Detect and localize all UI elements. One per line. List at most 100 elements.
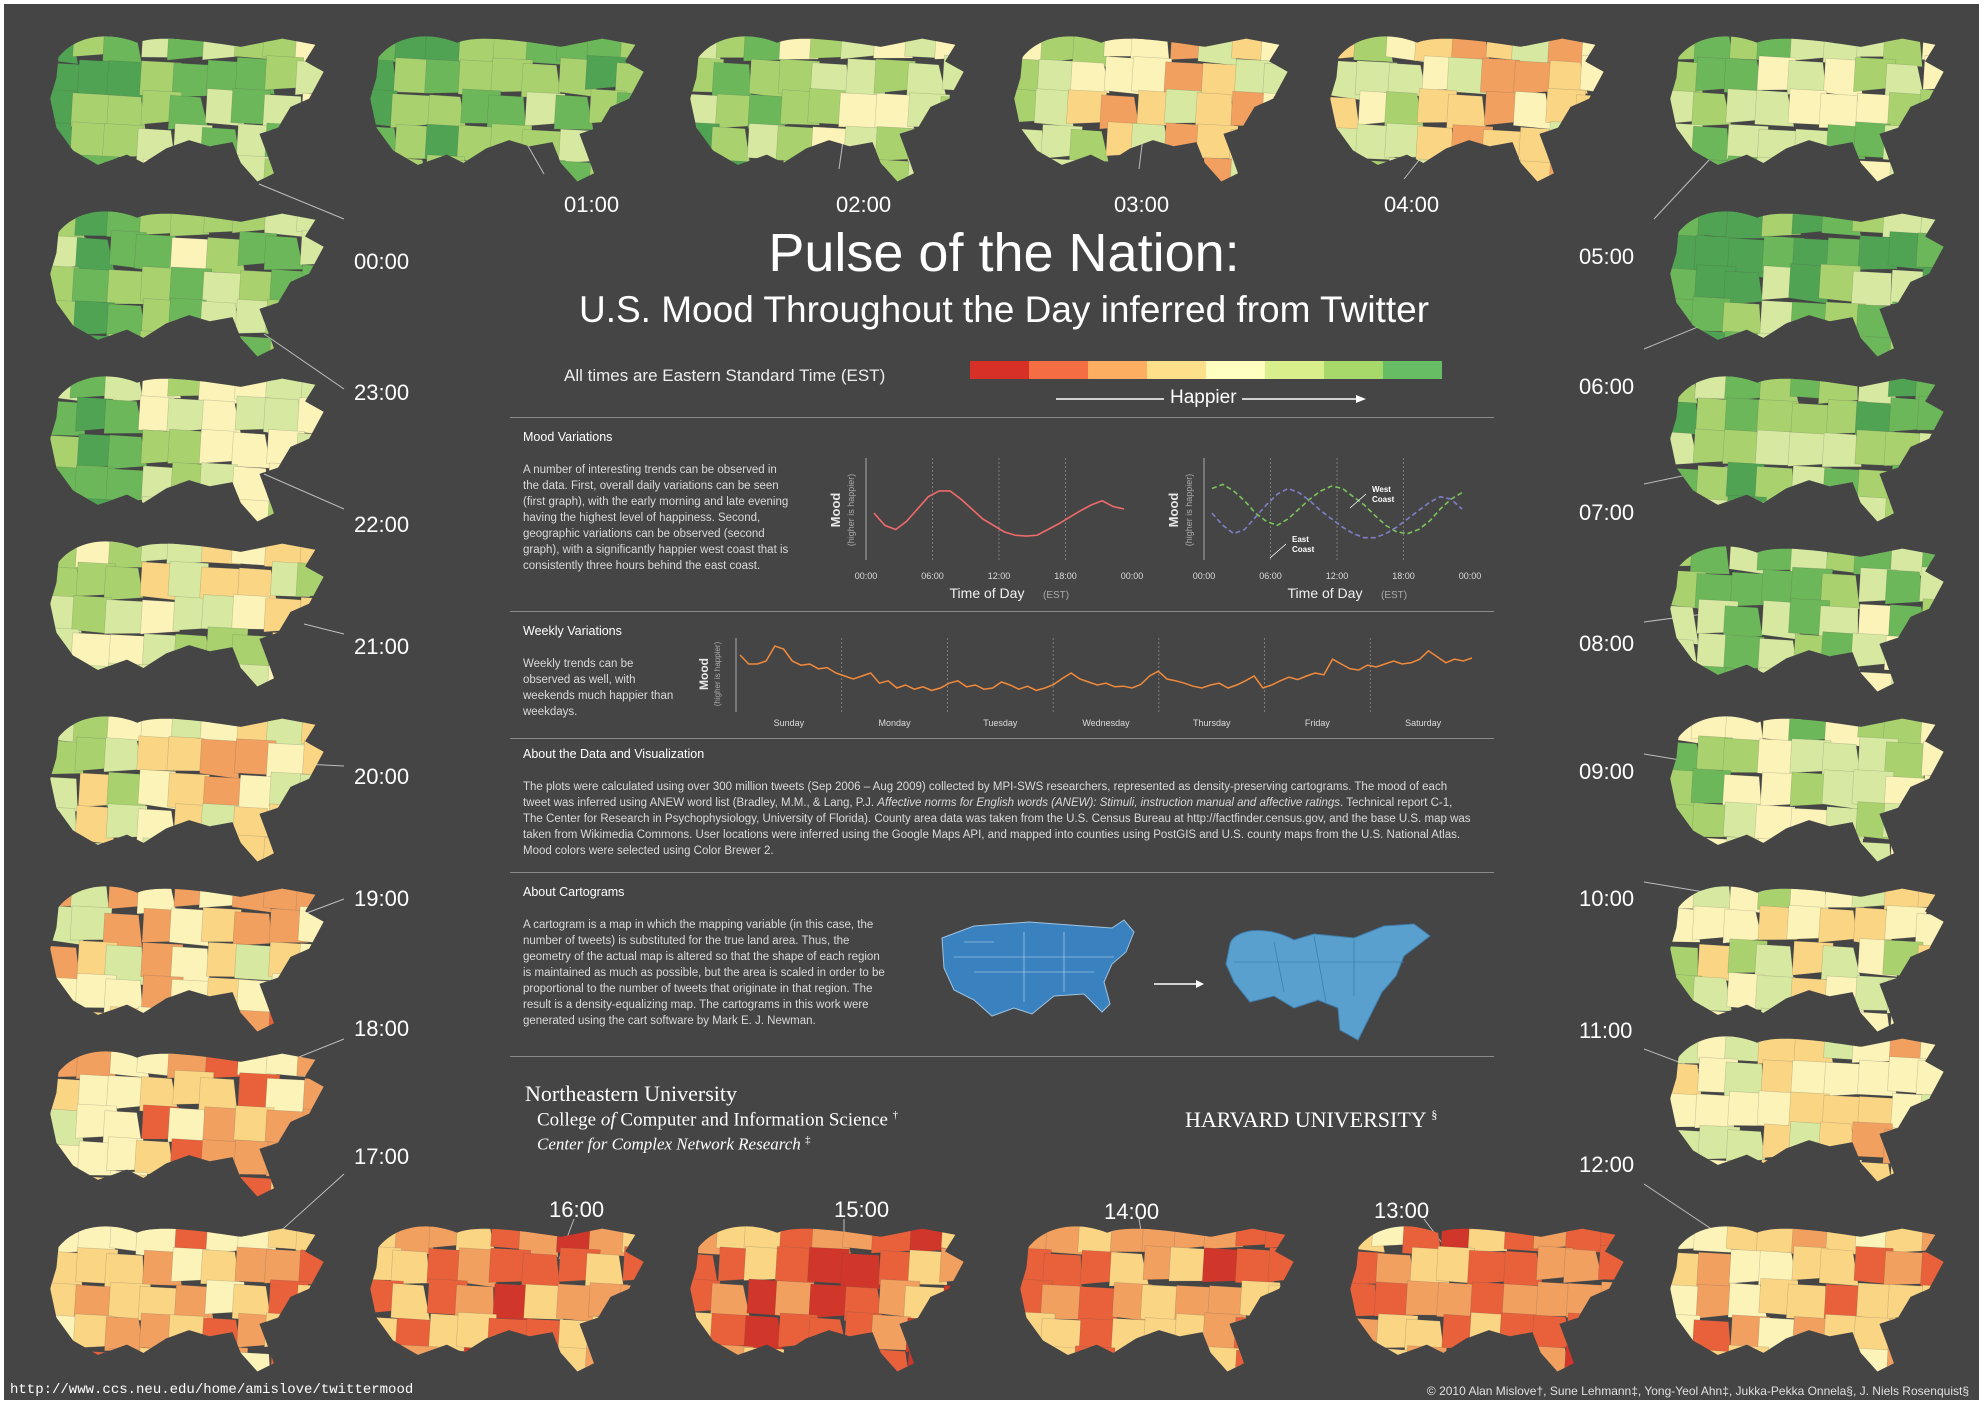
cartogram-map [44,704,334,874]
series-label: Coast [1372,495,1395,504]
weekly-variations-text: Weekly trends can be observed as well, w… [523,658,674,718]
scale-swatch [1383,361,1442,379]
map-time-label: 00:00 [354,249,410,274]
chart-category-label: Saturday [1405,718,1442,728]
footer-url[interactable]: http://www.ccs.neu.edu/home/amislove/twi… [10,1382,414,1398]
scale-swatch [1265,361,1324,379]
weekly-mood-chart: Mood (higher is happier) Sunday Monday Tuesd… [697,638,1473,728]
chart-ylabel: Mood [1166,493,1181,528]
chart-category-label: Friday [1305,718,1331,728]
cartogram-map [1664,24,1954,194]
chart-series-line [873,490,1125,537]
divider [510,1056,1494,1057]
happier-label: Happier [1170,387,1237,408]
cartogram-map [44,874,334,1044]
map-time-label: 05:00 [1579,244,1635,269]
mood-variations-heading: Mood Variations [523,430,613,444]
coast-mood-chart: Mood (higher is happier) 00:00 06:00 12:00 18… [1166,458,1482,601]
neu-college: College of Computer and Information Scie… [537,1109,899,1131]
scale-swatch [1147,361,1206,379]
chart-xlabel-unit: (EST) [1381,590,1407,601]
map-time-label: 03:00 [1114,192,1170,217]
chart-ylabel-sub: (higher is happier) [846,474,856,547]
about-data-heading: About the Data and Visualization [523,747,705,761]
weekly-variations-heading: Weekly Variations [523,624,622,638]
cartogram-map [44,364,334,534]
footer-copyright: © 2010 Alan Mislove†, Sune Lehmann‡, Yon… [1426,1384,1969,1398]
map-time-label: 15:00 [834,1197,890,1222]
chart-category-label: Tuesday [983,718,1018,728]
chart-xlabel-unit: (EST) [1043,590,1069,601]
scale-swatch [1206,361,1265,379]
chart-series-line [1211,483,1463,535]
chart-tick-label: 00:00 [1121,571,1144,581]
chart-category-label: Monday [879,718,912,728]
cartogram-map [1664,199,1954,369]
scale-swatch [1029,361,1088,379]
about-cartograms-text: A cartogram is a map in which the mappin… [523,919,885,1027]
map-time-label: 06:00 [1579,374,1635,399]
neu-center: Center for Complex Network Research ‡ [537,1134,811,1154]
mood-variations-text: A number of interesting trends can be ob… [523,464,789,572]
chart-ylabel: Mood [828,493,843,528]
cartogram-map [1664,874,1954,1044]
map-time-label: 19:00 [354,886,410,911]
time-zone-note: All times are Eastern Standard Time (EST… [564,366,886,385]
cartogram-map [44,199,334,369]
chart-xlabel: Time of Day [1288,585,1363,601]
scale-swatch [970,361,1029,379]
divider [510,738,1494,739]
series-label: West [1372,485,1391,494]
cartogram-map [1014,1214,1304,1384]
map-time-label: 12:00 [1579,1152,1635,1177]
map-time-label: 07:00 [1579,500,1635,525]
chart-ylabel-sub: (higher is happier) [1184,474,1194,547]
map-time-label: 17:00 [354,1144,410,1169]
chart-tick-label: 18:00 [1054,571,1077,581]
chart-ylabel-sub: (higher is happier) [713,641,722,706]
cartogram-map [1664,364,1954,534]
divider [510,417,1494,418]
daily-mood-chart: Mood (higher is happier) 00:00 06:00 12:00 18… [828,458,1144,601]
map-time-label: 10:00 [1579,886,1635,911]
about-cartograms-heading: About Cartograms [523,885,625,899]
map-time-label: 20:00 [354,764,410,789]
chart-ylabel: Mood [697,658,711,690]
cartogram-map [1664,1024,1954,1194]
chart-tick-label: 00:00 [1193,571,1216,581]
about-data-text: The plots were calculated using over 300… [523,781,1471,857]
cartogram-map [1008,24,1298,194]
chart-tick-label: 00:00 [1459,571,1482,581]
cartogram-map [364,1214,654,1384]
map-time-label: 08:00 [1579,631,1635,656]
cartogram-map [44,529,334,699]
map-time-label: 13:00 [1374,1198,1430,1223]
happier-arrow-icon [1056,395,1366,403]
us-map-icon [941,919,1135,1017]
chart-tick-label: 06:00 [921,571,944,581]
poster-subtitle: U.S. Mood Throughout the Day inferred fr… [578,289,1430,330]
chart-tick-label: 12:00 [1326,571,1349,581]
chart-series-line [1211,487,1463,539]
series-label: Coast [1292,545,1315,554]
chart-tick-label: 18:00 [1392,571,1415,581]
series-label: East [1292,535,1309,544]
cartogram-explainer [941,919,1431,1041]
chart-category-label: Wednesday [1082,718,1130,728]
chart-tick-label: 06:00 [1259,571,1282,581]
cartogram-map [44,1214,334,1384]
cartogram-shape-icon [1225,923,1431,1041]
map-time-label: 04:00 [1384,192,1440,217]
chart-tick-label: 00:00 [855,571,878,581]
map-time-label: 21:00 [354,634,410,659]
cartogram-map [364,24,654,194]
map-time-label: 02:00 [836,192,892,217]
cartogram-map [1664,704,1954,874]
cartogram-map [684,24,974,194]
map-time-label: 16:00 [549,1197,605,1222]
chart-category-label: Sunday [774,718,805,728]
chart-tick-label: 12:00 [988,571,1011,581]
cartogram-map [1324,24,1614,194]
cartogram-map [1344,1214,1634,1384]
chart-xlabel: Time of Day [950,585,1025,601]
